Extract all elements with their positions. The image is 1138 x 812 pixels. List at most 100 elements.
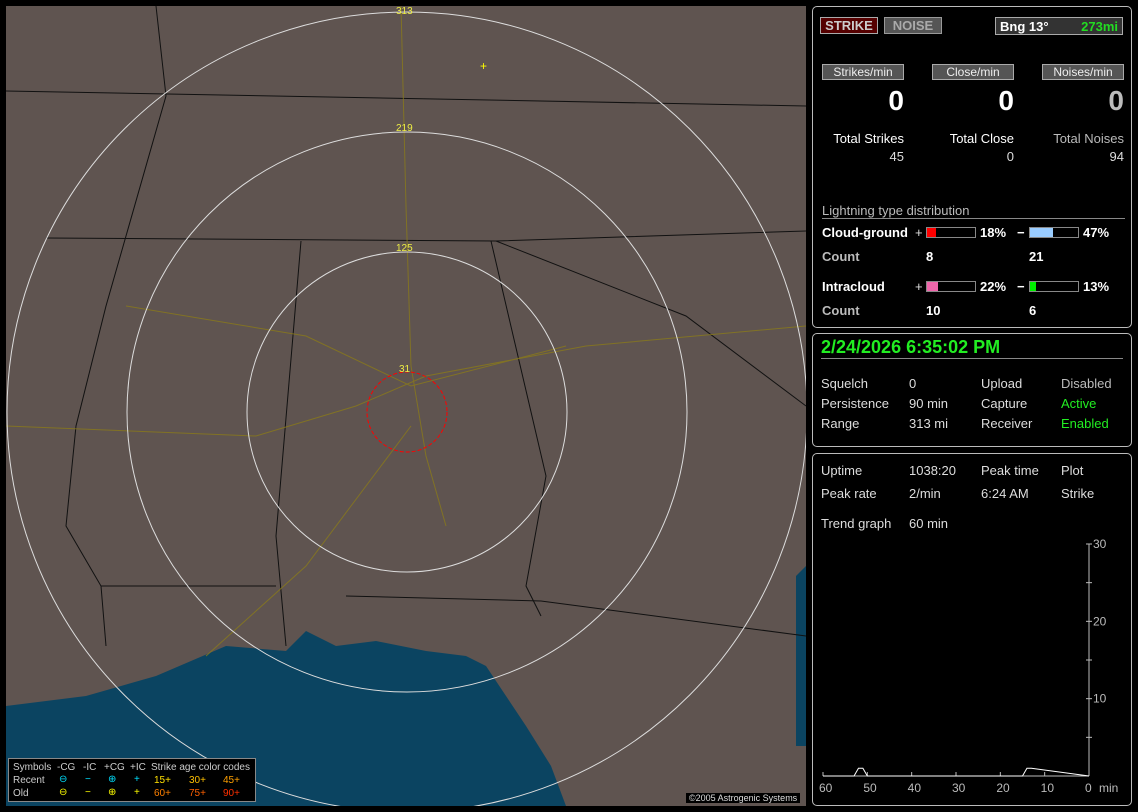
peak-time: 6:24 AM (981, 486, 1029, 501)
plus-sign: + (915, 225, 923, 240)
noise-button[interactable]: NOISE (884, 17, 942, 34)
y-tick-label: 30 (1093, 537, 1107, 551)
highways (6, 6, 806, 657)
legend-pos-cg: +CG (104, 762, 125, 773)
peak-rate-label: Peak rate (821, 486, 877, 501)
cg-negative-pct: 47% (1083, 225, 1110, 240)
range-rings (6, 11, 806, 806)
legend-pos-ic: +IC (130, 762, 146, 773)
ring-label-313: 313 (396, 6, 413, 17)
map-canvas: 31 125 219 313 + (6, 6, 806, 806)
copyright: ©2005 Astrogenic Systems (686, 793, 801, 803)
trend-line (823, 767, 1090, 777)
setting-value: Enabled (1061, 416, 1109, 431)
x-tick-label: 30 (952, 781, 966, 795)
age-90: 90+ (223, 788, 240, 799)
noises-per-min: 0 (1108, 85, 1124, 116)
stats-panel: Uptime 1038:20 Peak time Plot Peak rate … (812, 453, 1132, 806)
minus-icon: − (85, 774, 91, 785)
uptime-label: Uptime (821, 463, 863, 478)
close-per-min: 0 (998, 85, 1014, 116)
strike-button[interactable]: STRIKE (820, 17, 878, 34)
peak-time-label: Peak time (981, 463, 1039, 478)
total-noises-label: Total Noises (1053, 131, 1124, 146)
noises-per-min-label: Noises/min (1042, 64, 1124, 80)
cg-negative-bar (1029, 227, 1079, 238)
plus-icon: + (134, 787, 140, 798)
strike-marker: + (480, 59, 487, 73)
legend-old: Old (13, 788, 29, 799)
close-per-min-label: Close/min (932, 64, 1014, 80)
age-75: 75+ (189, 788, 206, 799)
cg-positive-count: 8 (926, 249, 934, 264)
minus-circle-icon: ⊖ (59, 787, 68, 798)
setting-value: Disabled (1061, 376, 1112, 391)
x-tick-label: 20 (996, 781, 1010, 795)
ic-count-label: Count (822, 303, 860, 318)
peak-rate: 2/min (909, 486, 941, 501)
total-close-label: Total Close (949, 131, 1014, 146)
ic-positive-bar (926, 281, 976, 292)
plus-sign: + (915, 279, 923, 294)
legend-symbols-label: Symbols (13, 762, 52, 773)
total-close: 0 (1006, 149, 1014, 164)
legend-recent: Recent (13, 775, 45, 786)
strikes-per-min: 0 (888, 85, 904, 116)
total-strikes-label: Total Strikes (833, 131, 904, 146)
setting-label: Range (821, 416, 860, 431)
cg-negative-count: 21 (1029, 249, 1044, 264)
setting-label: Squelch (821, 376, 868, 391)
x-tick-label: 50 (863, 781, 877, 795)
close-range-circle (366, 371, 448, 453)
plot-type[interactable]: Strike (1061, 486, 1095, 501)
ic-positive-count: 10 (926, 303, 941, 318)
lightning-map[interactable]: 31 125 219 313 + (6, 6, 806, 806)
minus-icon: − (85, 787, 91, 798)
setting-label: Capture (981, 396, 1028, 411)
cloud-ground-label: Cloud-ground (822, 225, 908, 240)
setting-value: 0 (909, 376, 917, 391)
bearing-display: Bng 13° 273mi (995, 17, 1123, 35)
plus-circle-icon: ⊕ (108, 774, 117, 785)
ic-negative-count: 6 (1029, 303, 1037, 318)
setting-value: 313 mi (909, 416, 949, 431)
cg-count-label: Count (822, 249, 860, 264)
ic-negative-bar (1029, 281, 1079, 292)
strikes-per-min-label: Strikes/min (822, 64, 904, 80)
total-noises: 94 (1109, 149, 1124, 164)
x-tick-label: 40 (908, 781, 922, 795)
plus-icon: + (134, 774, 140, 785)
state-borders (6, 6, 806, 647)
minus-sign: − (1017, 279, 1025, 294)
minus-sign: − (1017, 225, 1025, 240)
intracloud-label: Intracloud (822, 279, 885, 294)
setting-label: Persistence (821, 396, 889, 411)
legend-neg-ic: -IC (83, 762, 97, 773)
ring-label-31: 31 (399, 364, 411, 375)
cg-positive-pct: 18% (980, 225, 1007, 240)
legend-neg-cg: -CG (57, 762, 76, 773)
status-panel: 2/24/2026 6:35:02 PM Squelch 0 Upload Disab… (812, 333, 1132, 447)
age-30: 30+ (189, 775, 206, 786)
age-60: 60+ (154, 788, 171, 799)
symbol-legend: Symbols -CG -IC +CG +IC Strike age color… (8, 758, 256, 802)
uptime: 1038:20 (909, 463, 956, 478)
setting-value: Active (1061, 396, 1097, 411)
y-tick-label: 20 (1093, 614, 1107, 628)
x-axis-label: min (1099, 781, 1118, 795)
total-strikes: 45 (889, 149, 904, 164)
ic-negative-pct: 13% (1083, 279, 1110, 294)
strike-panel: STRIKE NOISE Bng 13° 273mi Strikes/min C… (812, 6, 1132, 328)
water-right (796, 566, 806, 746)
distribution-title: Lightning type distribution (822, 203, 1125, 219)
plot-label: Plot (1061, 463, 1084, 478)
trend-graph-period[interactable]: 60 min (909, 516, 949, 531)
x-tick-label: 0 (1085, 781, 1092, 795)
minus-circle-icon: ⊖ (59, 774, 68, 785)
x-tick-label: 10 (1041, 781, 1055, 795)
age-45: 45+ (223, 775, 240, 786)
setting-value: 90 min (909, 396, 949, 411)
ic-positive-pct: 22% (980, 279, 1007, 294)
age-15: 15+ (154, 775, 171, 786)
trend-graph: 60 50 40 30 20 10 0 min 10 20 30 (819, 537, 1118, 795)
